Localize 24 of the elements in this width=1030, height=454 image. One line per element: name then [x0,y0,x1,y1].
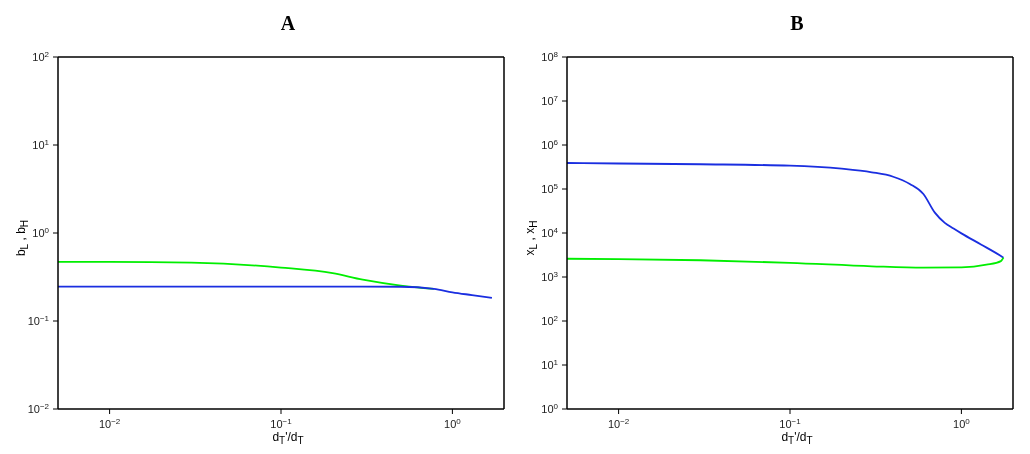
y-tick-label: 10$^{−1}$ [27,313,50,327]
y-tick-label: 10$^{7}$ [541,93,559,107]
x-tick-label: 10$^{−1}$ [779,416,802,430]
y-tick-label: 10$^{2}$ [541,313,559,327]
y-tick-label: 10$^{8}$ [541,49,559,63]
y-tick-label: 10$^{2}$ [32,49,50,63]
y-tick-label: 10$^{−2}$ [27,401,50,415]
y-tick-label: 10$^{4}$ [541,225,559,239]
chart-title: A [279,12,297,35]
x-tick-label: 10$^{0}$ [444,416,462,430]
x-tick-label: 10$^{−2}$ [98,416,121,430]
x-axis-title: d$_{T}$'/d$_{T}$ [271,430,305,447]
x-tick-label: 10$^{−2}$ [607,416,630,430]
y-tick-label: 10$^{3}$ [541,269,559,283]
x-tick-label: 10$^{0}$ [953,416,971,430]
chart-title: B [789,12,805,35]
y-tick-label: 10$^{5}$ [541,181,559,195]
y-tick-label: 10$^{6}$ [541,137,559,151]
y-tick-label: 10$^{0}$ [541,401,559,415]
x-axis-title: d$_{T}$'/d$_{T}$ [780,430,814,447]
y-tick-label: 10$^{1}$ [32,137,50,151]
x-tick-label: 10$^{−1}$ [270,416,293,430]
y-tick-label: 10$^{1}$ [541,357,559,371]
y-tick-label: 10$^{0}$ [32,225,50,239]
